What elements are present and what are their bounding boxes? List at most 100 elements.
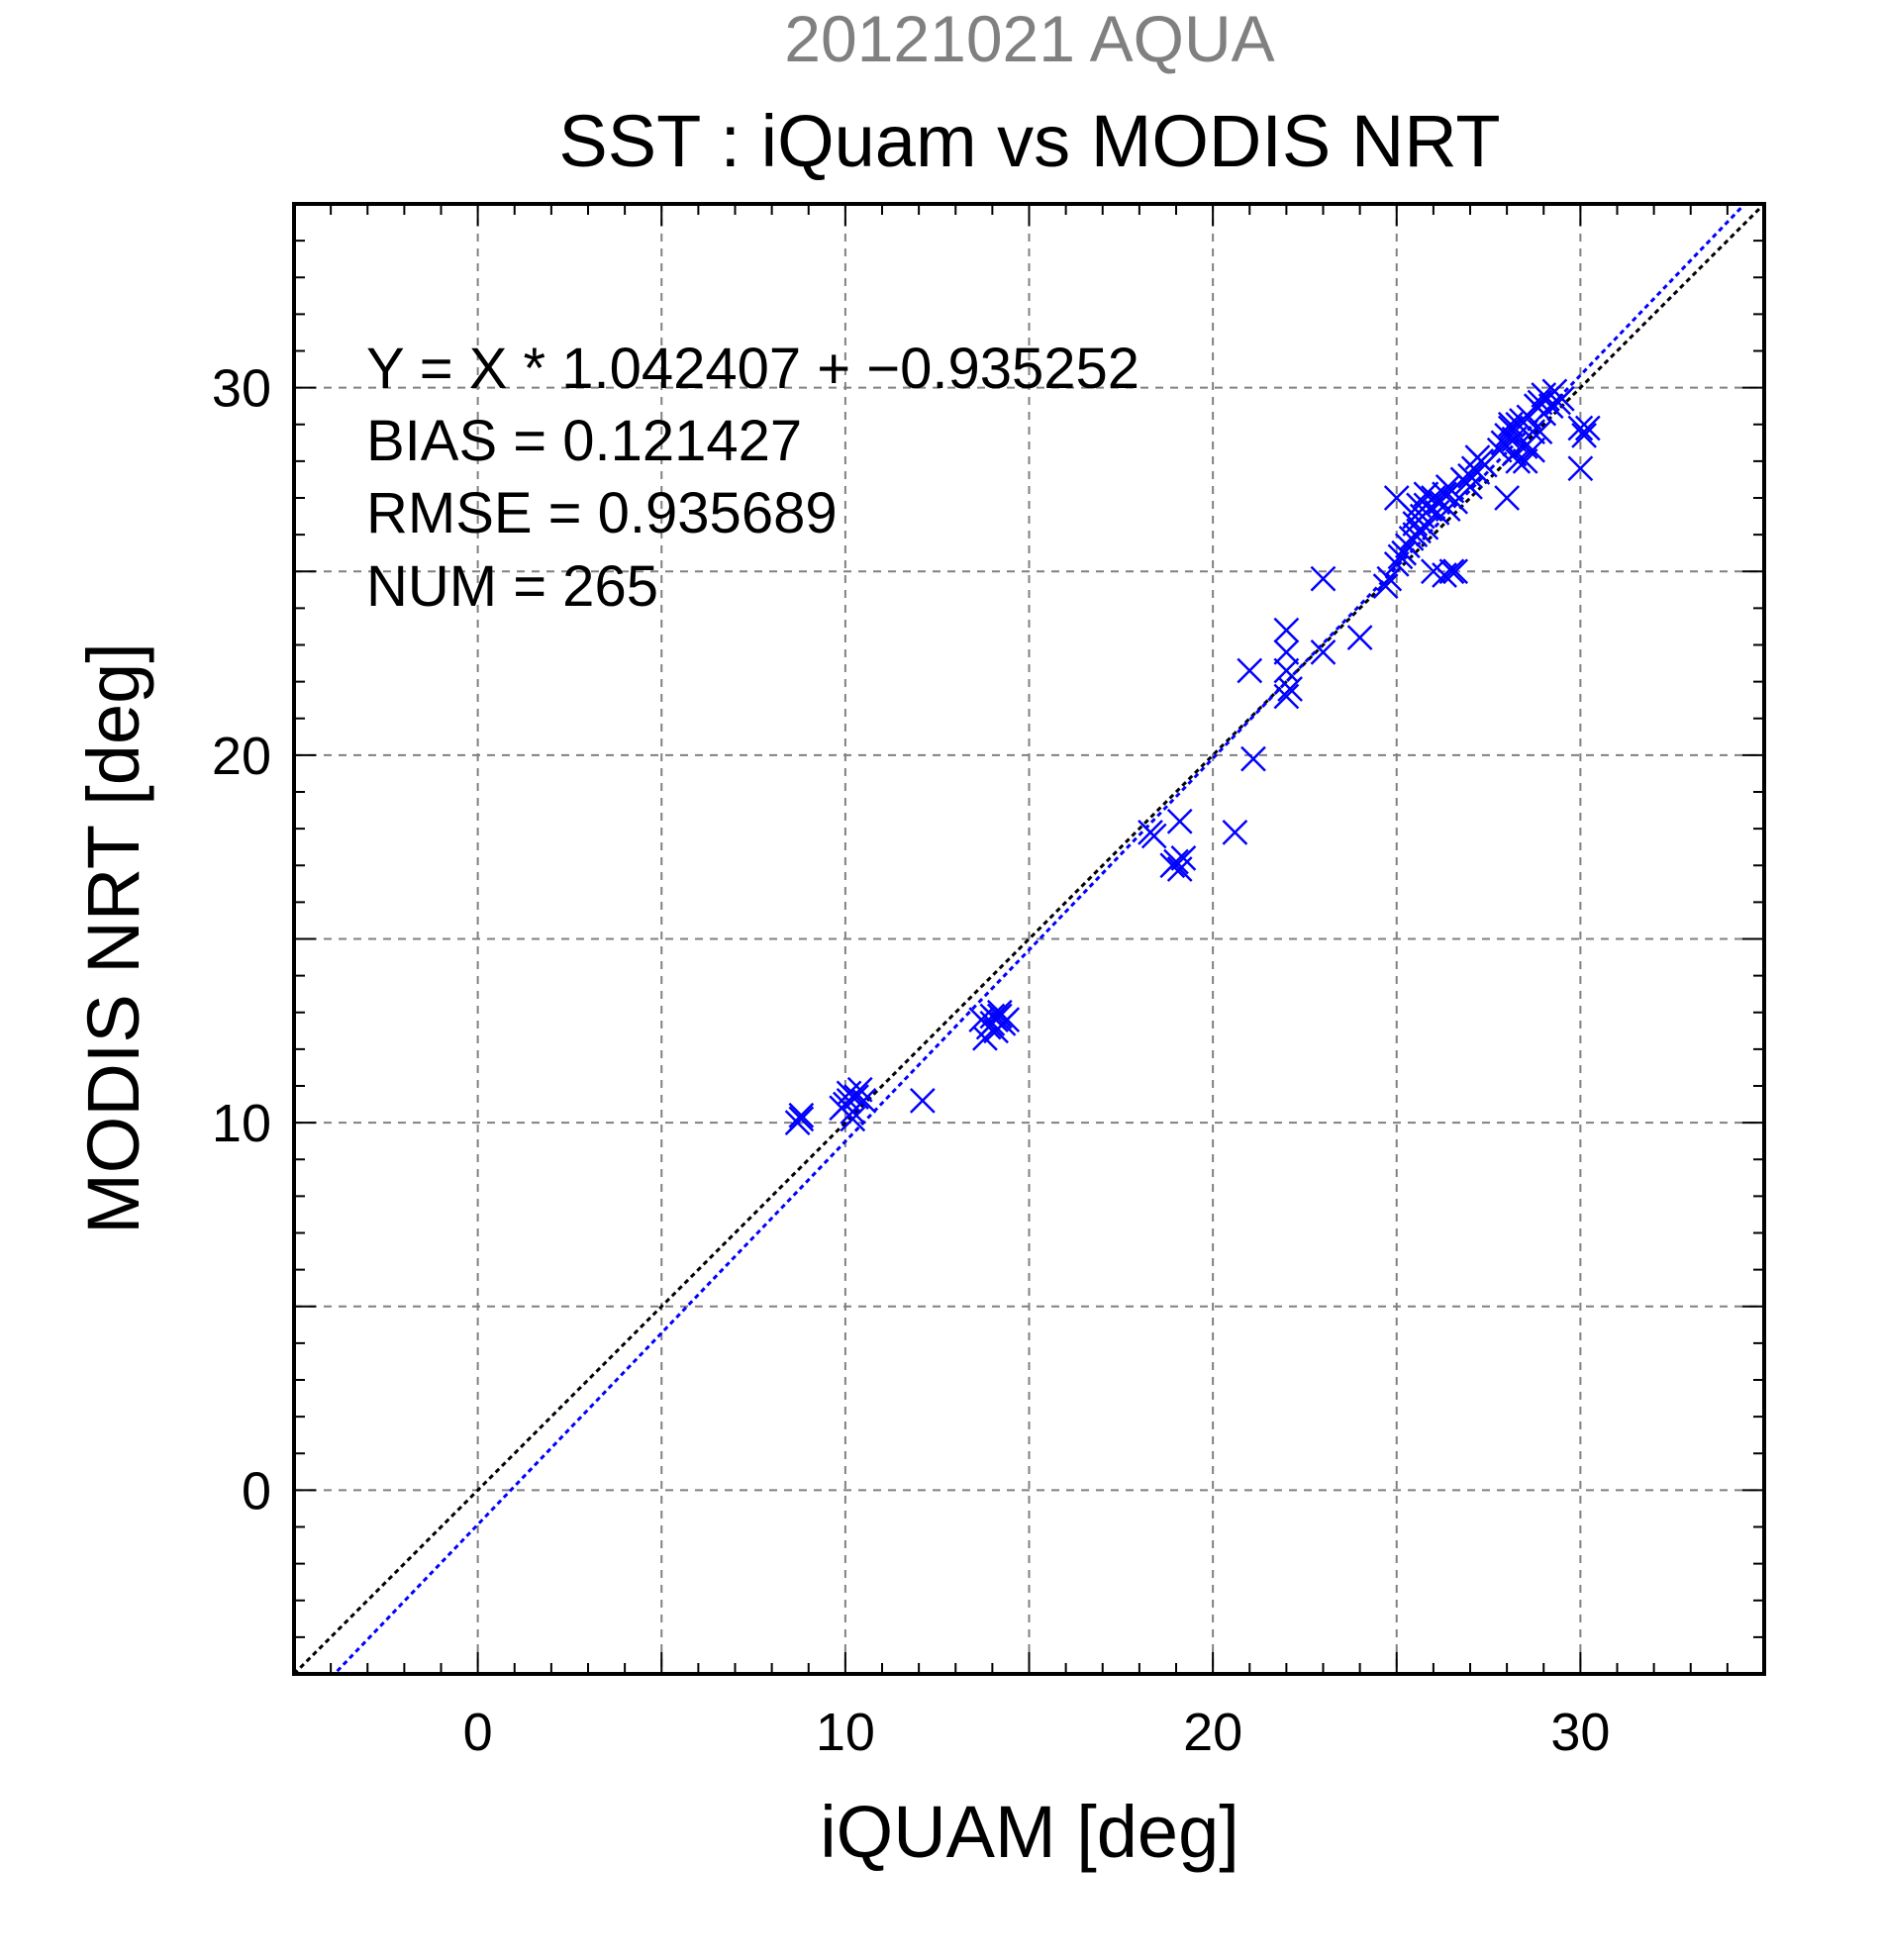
data-point [1273, 639, 1300, 665]
data-point [788, 1102, 815, 1128]
bias-value: BIAS = 0.121427 [366, 409, 802, 473]
data-point [1391, 539, 1418, 566]
data-point-stroke [1442, 558, 1469, 585]
data-point [1273, 657, 1300, 684]
data-point-stroke [1310, 639, 1336, 665]
data-point [1163, 848, 1189, 875]
scatter-points [784, 378, 1601, 1136]
data-point [1222, 819, 1248, 845]
data-point-stroke [909, 1087, 936, 1114]
data-point [1494, 485, 1521, 511]
y-tick-label: 30 [212, 359, 271, 419]
data-point [1432, 481, 1457, 508]
num-value: NUM = 265 [366, 554, 658, 619]
data-point-stroke [1240, 745, 1266, 772]
rmse-value: RMSE = 0.935689 [366, 481, 838, 545]
data-point [1376, 565, 1403, 592]
data-point-stroke [1527, 419, 1553, 445]
data-point [843, 1084, 869, 1111]
plot-frame [292, 202, 1766, 1676]
data-point-stroke [1346, 625, 1373, 650]
data-point [1464, 444, 1491, 471]
data-point-stroke [1567, 415, 1594, 441]
data-point-stroke [840, 1106, 866, 1132]
data-point [1310, 639, 1336, 665]
data-point-stroke [986, 999, 1013, 1026]
data-point [1273, 683, 1300, 710]
data-point [1438, 558, 1465, 585]
x-tick-label: 20 [1183, 1703, 1242, 1762]
data-point [1512, 447, 1538, 474]
y-tick-label: 10 [212, 1094, 271, 1153]
data-point [1520, 419, 1545, 445]
data-point-stroke [1277, 676, 1303, 702]
data-point-stroke [1166, 808, 1193, 834]
data-point-stroke [1567, 455, 1594, 482]
x-axis-label: iQUAM [deg] [820, 1791, 1239, 1873]
data-point [1273, 617, 1300, 643]
data-point [1277, 676, 1303, 702]
data-point-stroke [1494, 485, 1521, 511]
data-point-stroke [1548, 385, 1575, 412]
data-point-stroke [1438, 558, 1465, 585]
data-point [986, 1003, 1013, 1029]
data-point [1346, 625, 1373, 650]
x-tick-label: 10 [816, 1703, 875, 1762]
data-point [1457, 462, 1483, 489]
x-tick-label: 30 [1550, 1703, 1610, 1762]
data-point-stroke [1273, 639, 1300, 665]
data-point [1574, 415, 1601, 441]
data-point-stroke [1376, 565, 1403, 592]
data-point-stroke [1497, 411, 1524, 438]
stats-box: Y = X * 1.042407 + −0.935252 BIAS = 0.12… [366, 337, 1139, 619]
data-point [1520, 437, 1545, 463]
data-point-stroke [1505, 447, 1532, 474]
y-tick-label: 20 [212, 727, 271, 786]
data-point-stroke [1520, 419, 1545, 445]
data-point [1383, 550, 1410, 577]
data-point [788, 1106, 815, 1132]
fit-equation: Y = X * 1.042407 + −0.935252 [366, 337, 1139, 401]
data-point [1497, 411, 1524, 438]
data-point-stroke [1273, 683, 1300, 710]
data-point-stroke [1420, 558, 1446, 585]
data-point-stroke [846, 1076, 873, 1103]
data-point-stroke [983, 1018, 1009, 1044]
data-point-stroke [1457, 462, 1483, 489]
data-point-stroke [1527, 389, 1553, 416]
data-point [1413, 481, 1439, 508]
data-point [1170, 844, 1197, 871]
data-point-stroke [1571, 423, 1597, 448]
data-point [1567, 455, 1594, 482]
chart-supertitle: 20121021 AQUA [784, 2, 1274, 75]
data-point-stroke [1501, 441, 1528, 467]
data-point-stroke [1520, 437, 1545, 463]
data-point [1442, 558, 1469, 585]
data-point-stroke [1512, 447, 1538, 474]
data-point-stroke [1140, 823, 1167, 849]
data-point-stroke [1413, 481, 1439, 508]
data-point-stroke [1432, 481, 1457, 508]
data-point [909, 1087, 936, 1114]
data-point [1140, 823, 1167, 849]
data-point [1457, 473, 1483, 500]
data-point-stroke [1222, 819, 1248, 845]
data-point-stroke [1464, 444, 1491, 471]
data-point-stroke [788, 1106, 815, 1132]
data-point-stroke [788, 1102, 815, 1128]
data-point-stroke [1237, 657, 1263, 684]
data-point-stroke [1372, 573, 1399, 599]
data-point-stroke [986, 1003, 1013, 1029]
data-point [1548, 385, 1575, 412]
data-point-stroke [1531, 400, 1557, 427]
data-point-stroke [1574, 415, 1601, 441]
data-point-stroke [1486, 437, 1513, 463]
data-point [1240, 745, 1266, 772]
data-point [1571, 423, 1597, 448]
data-point-stroke [1163, 848, 1189, 875]
data-point [1166, 808, 1193, 834]
data-point-stroke [843, 1084, 869, 1111]
data-point-stroke [1383, 485, 1410, 511]
data-point [1486, 437, 1513, 463]
